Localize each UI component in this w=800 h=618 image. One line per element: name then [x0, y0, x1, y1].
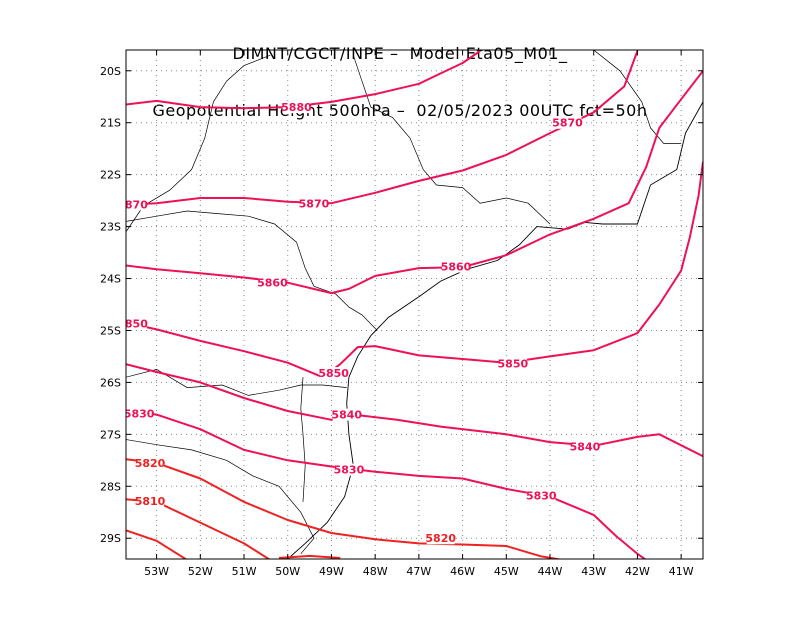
contour-label-bg: [553, 116, 582, 129]
lon-tick-label: 41W: [669, 565, 694, 578]
contour-label-bg: [426, 532, 455, 545]
lon-tick-label: 46W: [450, 565, 475, 578]
title-line-1: DIMNT/CGCT/INPE – Model Eta05_M01_: [232, 44, 568, 63]
contour-label-bg: [136, 494, 165, 507]
contour-label: 5850: [318, 367, 349, 380]
lon-tick-label: 47W: [406, 565, 431, 578]
contour-label-bg: [126, 407, 154, 420]
contour-line-5790: [278, 554, 341, 559]
contour-label: 5870: [552, 117, 583, 130]
contour-label: 5860: [257, 277, 288, 290]
contour-label-bg: [299, 197, 328, 210]
contour-label-bg: [282, 101, 311, 114]
coastline-segment: [287, 101, 703, 559]
border-line: [593, 50, 682, 144]
lat-tick-label: 26S: [100, 376, 121, 389]
contour-label: 5850: [117, 318, 148, 331]
contour-label-bg: [442, 260, 471, 273]
contour-label: 5820: [425, 532, 456, 545]
lon-tick-label: 52W: [188, 565, 213, 578]
border-line: [126, 54, 271, 232]
contour-label-bg: [527, 489, 556, 502]
lat-tick-label: 25S: [100, 324, 121, 337]
height-contours: [126, 50, 703, 559]
contour-label-bg: [332, 408, 361, 421]
lon-tick-label: 43W: [581, 565, 606, 578]
lon-tick-label: 45W: [494, 565, 519, 578]
contour-label: 5830: [334, 464, 365, 477]
contour-line-5860: [126, 70, 703, 295]
contour-label: 5870: [117, 198, 148, 211]
contour-label: 5830: [526, 490, 557, 503]
contour-line-5810: [126, 498, 271, 559]
border-line: [126, 210, 378, 331]
contour-label-bg: [136, 456, 165, 469]
lat-tick-label: 21S: [100, 117, 121, 130]
coastline: [287, 101, 703, 559]
contour-line-5840: [126, 363, 703, 458]
contour-labels: 5880 5870 5870 5870 5860 5860 5850 5850 5850 5840…: [117, 101, 601, 545]
contour-label: 5830: [124, 408, 155, 421]
map-frame: [125, 49, 704, 560]
lat-tick-label: 29S: [100, 532, 121, 545]
contour-label-bg: [498, 357, 527, 370]
contour-line-5800: [126, 529, 188, 559]
border-line: [352, 55, 551, 225]
lat-tick-label: 20S: [100, 65, 121, 78]
border-line: [126, 369, 347, 396]
lat-tick-label: 23S: [100, 221, 121, 234]
contour-line-5880: [126, 50, 481, 110]
contour-label-bg: [258, 276, 287, 289]
latitude-ticks: 20S 21S 22S 23S 24S 25S 26S 27S 28S 29S: [100, 65, 703, 545]
contour-label: 5820: [135, 457, 166, 470]
contour-label: 5850: [498, 358, 529, 371]
lon-tick-label: 44W: [538, 565, 563, 578]
lat-tick-label: 27S: [100, 428, 121, 441]
lon-tick-label: 51W: [232, 565, 257, 578]
contour-label: 5870: [299, 198, 330, 211]
contour-label: 5860: [441, 261, 472, 274]
lon-tick-label: 42W: [625, 565, 650, 578]
contour-label: 5880: [281, 101, 312, 114]
contour-label-bg: [334, 463, 363, 476]
map-grid: [126, 50, 703, 559]
contour-line-5850: [126, 161, 703, 379]
contour-label-bg: [319, 367, 348, 380]
lat-tick-label: 28S: [100, 480, 121, 493]
contour-line-5830: [126, 410, 647, 559]
border-line: [126, 439, 315, 555]
lon-tick-label: 50W: [275, 565, 300, 578]
contour-label-bg: [126, 198, 147, 211]
lat-tick-label: 22S: [100, 169, 121, 182]
contour-label: 5840: [570, 440, 601, 453]
lat-tick-label: 24S: [100, 273, 121, 286]
contour-label: 5810: [135, 495, 166, 508]
lon-tick-label: 53W: [144, 565, 169, 578]
contour-label: 5840: [331, 409, 362, 422]
border-line: [300, 377, 306, 502]
political-borders: [126, 50, 682, 555]
longitude-ticks: 53W 52W 51W 50W 49W 48W 47W 46W 45W 44W 43W 42W 41W: [144, 50, 694, 578]
contour-label-bg: [126, 317, 147, 330]
contour-line-5820: [126, 458, 564, 559]
contour-label-bg: [570, 440, 599, 453]
lon-tick-label: 48W: [363, 565, 388, 578]
lon-tick-label: 49W: [319, 565, 344, 578]
contour-line-5870: [126, 50, 639, 206]
